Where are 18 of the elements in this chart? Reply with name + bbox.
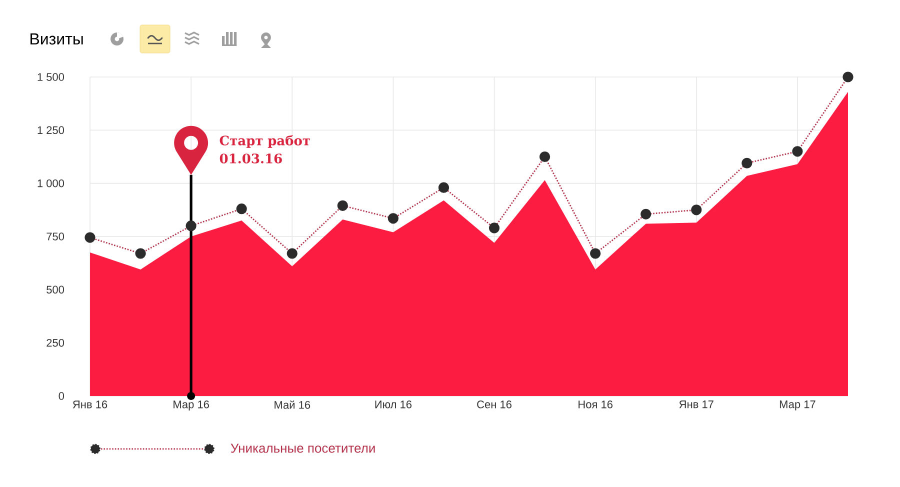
y-tick-label: 1 000 (38, 179, 64, 188)
x-tick-label: Мар 17 (780, 400, 816, 410)
x-tick-label: Сен 16 (477, 400, 512, 408)
ref-line-label: Старт работ 01.03.16 (220, 135, 310, 164)
x-tick-label: Июл 16 (375, 400, 412, 408)
y-tick-label: 1 500 (38, 73, 64, 81)
y-tick-label: 250 (46, 338, 64, 347)
y-tick-label: 1 250 (38, 126, 64, 134)
x-tick-label: Янв 17 (679, 400, 714, 408)
x-tick-label: Янв 16 (72, 400, 108, 408)
x-tick-label: Май 16 (274, 400, 310, 409)
legend-label: Уникальные посетители (230, 444, 375, 453)
x-tick-label: Мар 16 (174, 400, 209, 410)
y-tick-label: 0 (58, 392, 64, 400)
y-tick-label: 750 (46, 232, 64, 240)
x-tick-label: Ноя 16 (578, 400, 612, 408)
chart-title: Визиты (30, 33, 83, 45)
y-tick-label: 500 (46, 286, 64, 294)
